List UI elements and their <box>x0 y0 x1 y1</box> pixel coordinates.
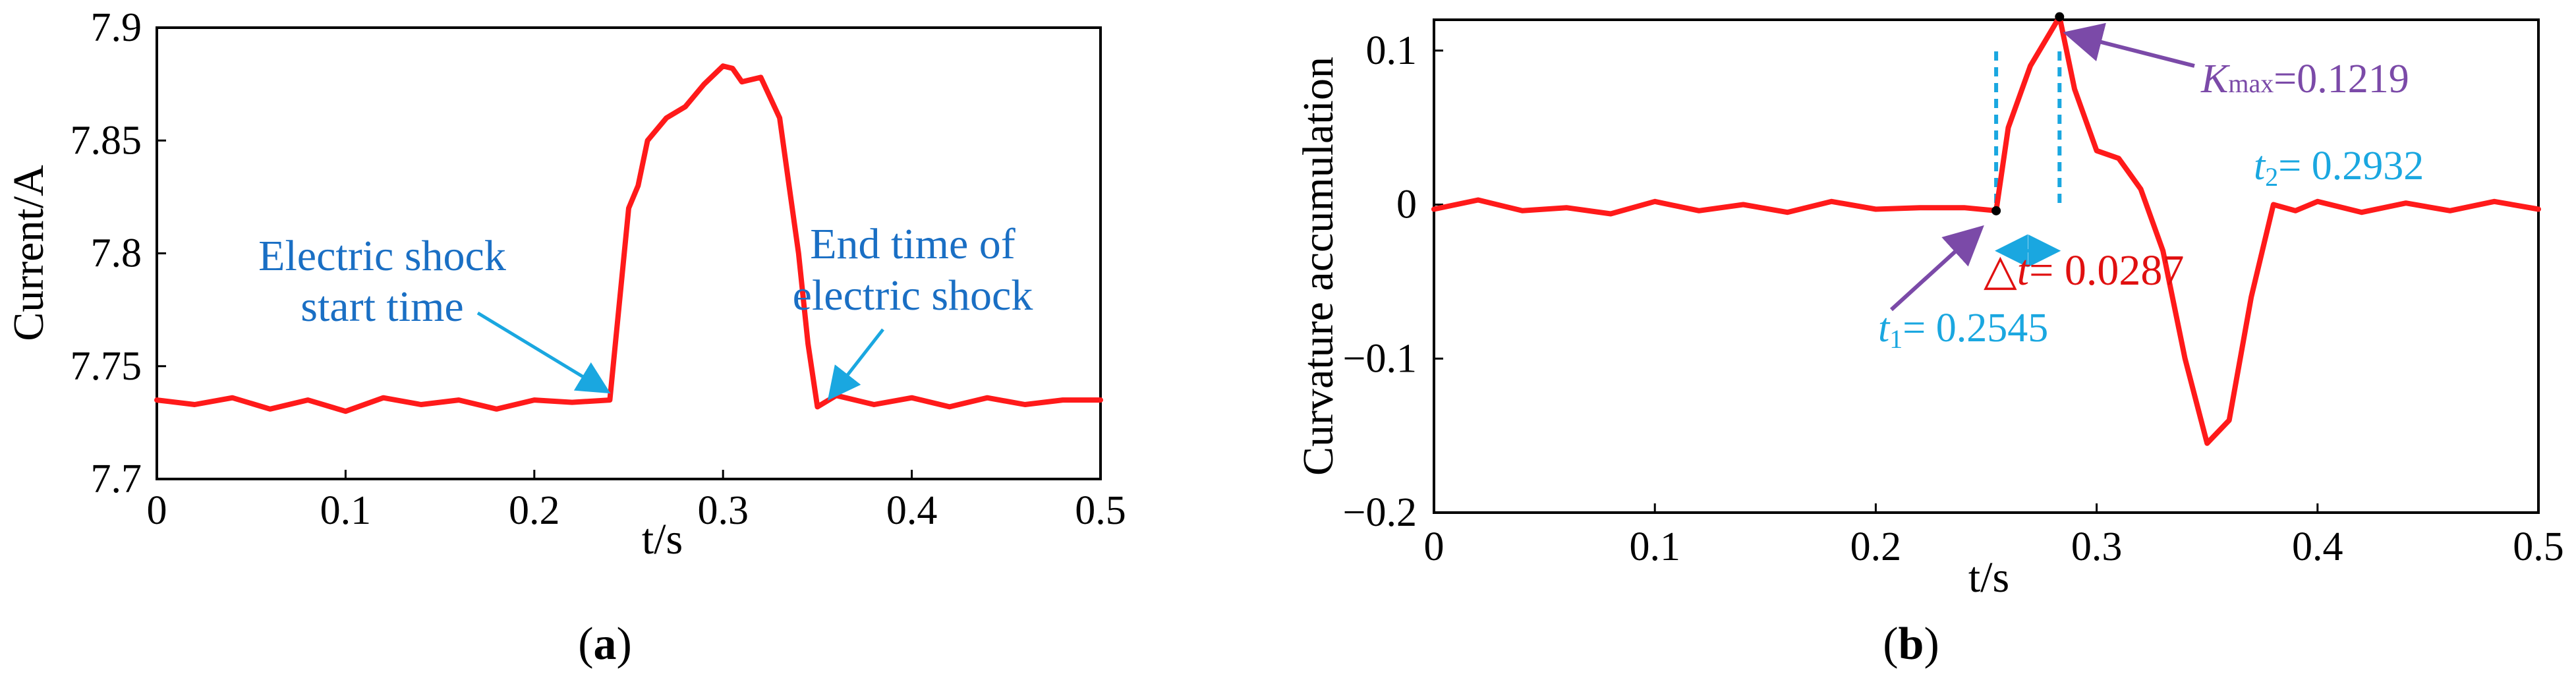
chart-b-frame <box>1433 18 2540 514</box>
chart-b-y-ticks: −0.2 −0.1 0 0.1 <box>1343 28 1443 535</box>
chart-a-y-tick-label: 7.7 <box>91 457 142 501</box>
chart-b-x-tick-label: 0.3 <box>2071 524 2123 569</box>
chart-b-kmax-symbol: K <box>2200 57 2231 101</box>
chart-b-kmax-arrow <box>2063 22 2195 68</box>
chart-a-y-tick-label: 7.8 <box>91 231 142 276</box>
chart-b-kmax-label: Kmax=0.1219 <box>2200 57 2409 101</box>
chart-b-y-tick-label: 0.1 <box>1366 28 1417 73</box>
chart-b-t2-symbol: t <box>2254 144 2266 188</box>
chart-b: 0 0.1 0.2 0.3 0.4 0.5 −0.2 −0.1 0 0.1 t/s Curvat… <box>1294 12 2564 669</box>
chart-b-t1-symbol: t <box>1878 306 1891 351</box>
chart-b-x-tick-label: 0.4 <box>2292 524 2343 569</box>
chart-a-x-tick-label: 0.4 <box>886 488 938 533</box>
chart-a-x-tick-label: 0.1 <box>320 488 372 533</box>
chart-a-panel-letter: a <box>594 619 617 669</box>
chart-b-delta-t-label: △t= 0.0287 <box>1984 246 2184 295</box>
chart-b-t1-arrow <box>1889 225 1984 312</box>
chart-b-x-label: t/s <box>1968 553 2009 602</box>
chart-a-annotation-start-line1: Electric shock <box>258 232 506 280</box>
chart-a-x-tick-label: 0.2 <box>509 488 560 533</box>
chart-b-t2-subscript: 2 <box>2265 162 2278 192</box>
chart-a-y-tick-label: 7.9 <box>91 5 142 50</box>
chart-b-kmax-point <box>2055 12 2065 22</box>
chart-b-delta-t-value: = 0.0287 <box>2029 246 2184 295</box>
chart-a-annotation-end-line2: electric shock <box>793 271 1033 320</box>
chart-b-x-ticks: 0 0.1 0.2 0.3 0.4 0.5 <box>1424 503 2564 569</box>
chart-b-kmax-subscript: max <box>2228 69 2274 98</box>
chart-b-y-tick-label: −0.1 <box>1343 336 1417 381</box>
chart-a-annotation-start-line2: start time <box>301 283 463 331</box>
chart-b-t1-label: t1= 0.2545 <box>1878 306 2048 354</box>
chart-a: 0 0.1 0.2 0.3 0.4 0.5 7.7 7.75 7.8 7.85 7.9 t/s C… <box>5 5 1126 669</box>
chart-a-x-label: t/s <box>642 515 683 563</box>
chart-a-panel-label: (a) <box>578 619 632 669</box>
chart-b-kmax-value: =0.1219 <box>2274 57 2409 101</box>
chart-b-x-tick-label: 0.2 <box>1850 524 1902 569</box>
chart-a-y-tick-label: 7.85 <box>71 118 142 163</box>
chart-a-x-tick-label: 0.5 <box>1075 488 1126 533</box>
chart-b-t1-value: = 0.2545 <box>1903 306 2048 351</box>
chart-b-panel-label: (b) <box>1883 619 1939 669</box>
chart-a-x-ticks: 0 0.1 0.2 0.3 0.4 0.5 <box>147 470 1126 533</box>
chart-a-y-ticks: 7.7 7.75 7.8 7.85 7.9 <box>71 5 166 501</box>
chart-b-t2-label: t2= 0.2932 <box>2254 144 2424 192</box>
chart-b-delta-t-symbol: t <box>2017 246 2030 295</box>
chart-b-panel-letter: b <box>1899 619 1924 669</box>
chart-b-x-tick-label: 0.1 <box>1629 524 1680 569</box>
chart-a-x-tick-label: 0 <box>147 488 167 533</box>
chart-a-annotation-end-arrow <box>827 328 884 401</box>
chart-a-annotation-start-arrow <box>476 311 611 394</box>
chart-b-t1-subscript: 1 <box>1889 324 1903 354</box>
chart-b-t1-point <box>1991 206 2001 215</box>
chart-a-annotation-end-line1: End time of <box>810 220 1016 268</box>
chart-b-y-label: Curvature accumulation <box>1294 57 1342 476</box>
chart-a-y-label: Current/A <box>5 165 53 341</box>
chart-b-x-tick-label: 0.5 <box>2513 524 2564 569</box>
chart-b-x-tick-label: 0 <box>1424 524 1445 569</box>
chart-a-x-tick-label: 0.3 <box>697 488 749 533</box>
chart-a-series-line <box>154 63 1103 414</box>
chart-a-y-tick-label: 7.75 <box>71 344 142 389</box>
chart-b-t2-value: = 0.2932 <box>2278 144 2424 188</box>
chart-b-y-tick-label: −0.2 <box>1343 490 1417 535</box>
chart-b-y-tick-label: 0 <box>1396 183 1417 227</box>
chart-b-delta-t-prefix: △ <box>1984 246 2017 295</box>
